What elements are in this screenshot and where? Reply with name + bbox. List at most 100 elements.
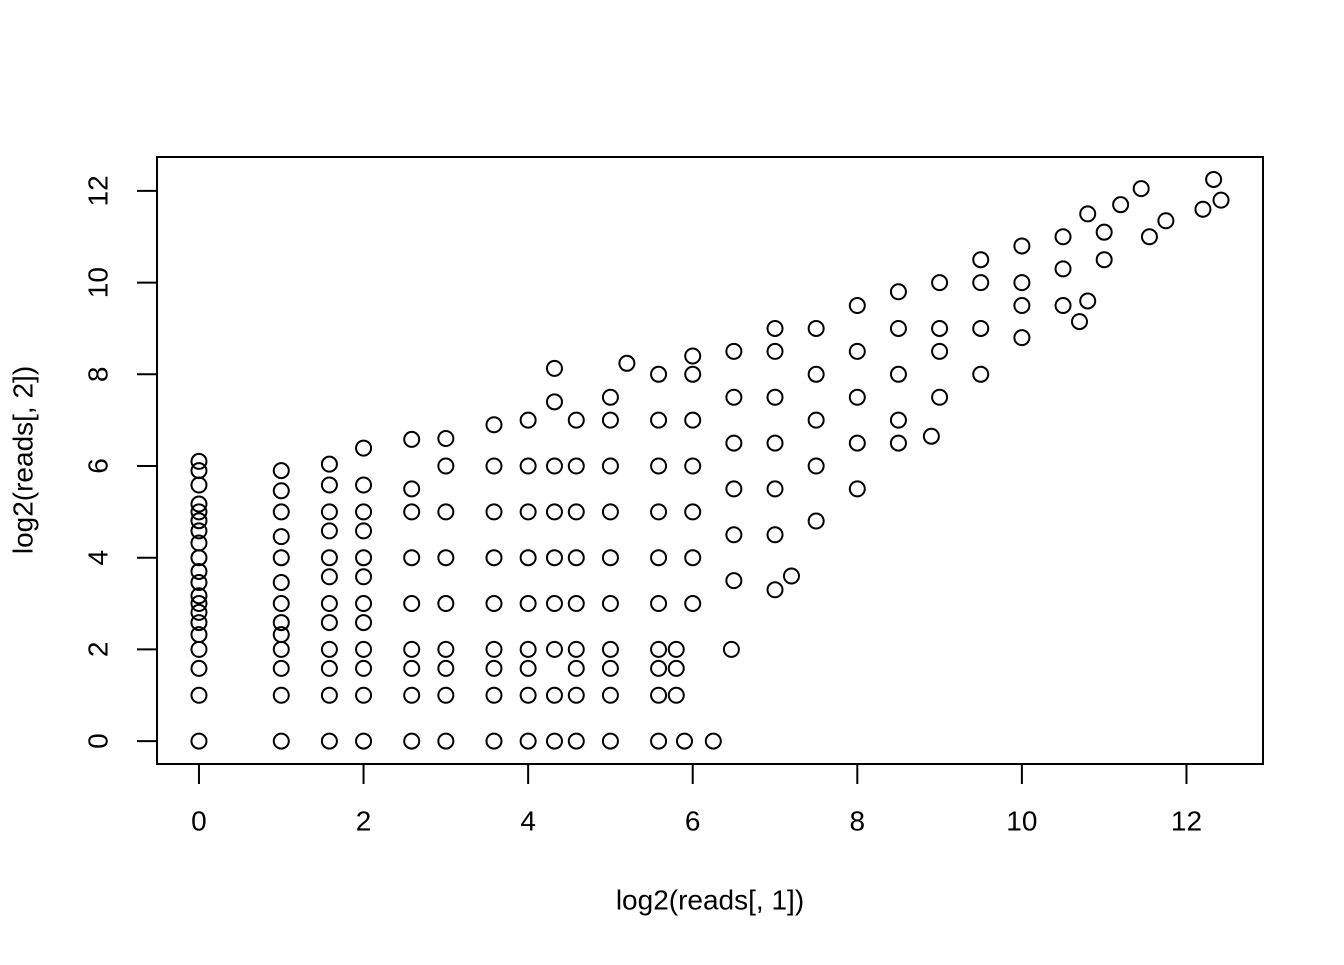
point (272, 659, 290, 677)
point (485, 640, 503, 658)
point (437, 503, 455, 521)
point (403, 480, 421, 498)
point (601, 411, 619, 429)
x-tick-label: 12 (1171, 805, 1202, 836)
point (618, 354, 636, 372)
point (355, 568, 373, 586)
point (190, 562, 208, 580)
point (1194, 200, 1212, 218)
point (437, 732, 455, 750)
point (355, 640, 373, 658)
point (667, 686, 685, 704)
point (807, 319, 825, 337)
x-tick-label: 4 (520, 805, 536, 836)
point (272, 549, 290, 567)
point (889, 365, 907, 383)
point (1070, 313, 1088, 331)
point (190, 595, 208, 613)
point (403, 595, 421, 613)
point (272, 686, 290, 704)
y-tick-label: 12 (82, 175, 113, 206)
y-axis-title: log2(reads[, 2]) (7, 366, 38, 554)
point (931, 274, 949, 292)
point (766, 388, 784, 406)
point (272, 482, 290, 500)
point (320, 568, 338, 586)
point (403, 686, 421, 704)
point (725, 342, 743, 360)
point (1054, 228, 1072, 246)
point (807, 457, 825, 475)
point (601, 503, 619, 521)
point (1132, 180, 1150, 198)
point (519, 640, 537, 658)
point (807, 512, 825, 530)
point (190, 452, 208, 470)
point (355, 686, 373, 704)
point (972, 274, 990, 292)
point (848, 297, 866, 315)
y-tick-label: 2 (82, 642, 113, 658)
point (519, 732, 537, 750)
point (272, 626, 290, 644)
point (355, 476, 373, 494)
point (972, 251, 990, 269)
point (650, 503, 668, 521)
point (650, 365, 668, 383)
point (485, 549, 503, 567)
point (519, 457, 537, 475)
point (650, 659, 668, 677)
point (931, 388, 949, 406)
point (190, 522, 208, 540)
point (684, 549, 702, 567)
point (807, 411, 825, 429)
point (889, 434, 907, 452)
y-tick-label: 0 (82, 733, 113, 749)
x-tick-label: 10 (1006, 805, 1037, 836)
point (601, 549, 619, 567)
point (725, 388, 743, 406)
point (403, 503, 421, 521)
point (567, 595, 585, 613)
point (650, 595, 668, 613)
point (519, 503, 537, 521)
point (848, 480, 866, 498)
point (684, 347, 702, 365)
point (190, 614, 208, 632)
point (1013, 274, 1031, 292)
point (545, 359, 563, 377)
y-tick-label: 8 (82, 367, 113, 383)
point (675, 732, 693, 750)
point (601, 457, 619, 475)
point (601, 388, 619, 406)
point (355, 595, 373, 613)
point (320, 640, 338, 658)
x-tick-label: 6 (685, 805, 701, 836)
point (437, 686, 455, 704)
point (320, 595, 338, 613)
point (650, 686, 668, 704)
point (485, 416, 503, 434)
point (1205, 170, 1223, 188)
point (1013, 297, 1031, 315)
point (725, 526, 743, 544)
point (848, 434, 866, 452)
point (1079, 205, 1097, 223)
point (601, 595, 619, 613)
point (567, 732, 585, 750)
point (545, 393, 563, 411)
point (190, 512, 208, 530)
point (684, 411, 702, 429)
point (922, 427, 940, 445)
point (725, 480, 743, 498)
point (601, 686, 619, 704)
point (601, 659, 619, 677)
point (320, 455, 338, 473)
x-axis-title: log2(reads[, 1]) (616, 884, 804, 915)
point (766, 480, 784, 498)
point (485, 686, 503, 704)
point (519, 686, 537, 704)
point (355, 522, 373, 540)
point (601, 732, 619, 750)
point (766, 526, 784, 544)
